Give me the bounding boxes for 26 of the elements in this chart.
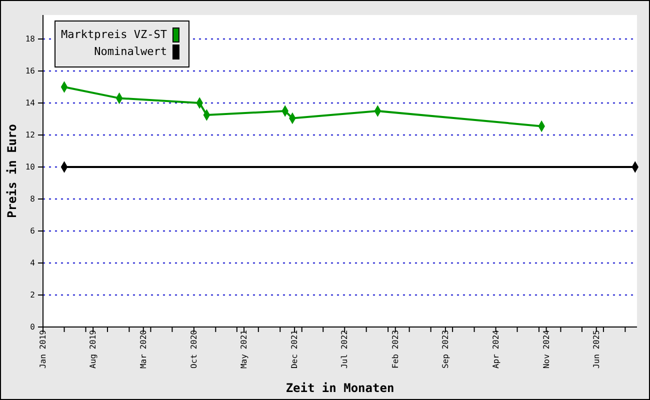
x-tick-label: Jun 2025 (592, 330, 601, 369)
x-tick-label: Aug 2019 (88, 330, 98, 369)
x-tick-label: Jan 2019 (38, 330, 48, 369)
x-tick-label: Apr 2024 (491, 330, 500, 369)
x-axis-title: Zeit in Monaten (286, 381, 394, 395)
y-tick-label: 6 (30, 226, 36, 236)
y-tick-label: 16 (25, 66, 36, 76)
x-tick-label: Feb 2023 (390, 330, 400, 369)
legend-label: Marktpreis VZ-ST (61, 28, 168, 41)
x-tick-label: Jul 2022 (340, 330, 350, 369)
x-tick-label: Dec 2021 (290, 330, 300, 369)
y-tick-label: 4 (30, 258, 36, 268)
y-tick-label: 18 (25, 34, 36, 44)
y-tick-label: 2 (30, 290, 36, 300)
y-tick-label: 8 (30, 194, 36, 204)
legend-label: Nominalwert (94, 45, 167, 58)
x-tick-label: Nov 2024 (542, 330, 551, 369)
x-tick-label: Sep 2023 (441, 330, 450, 369)
y-tick-label: 12 (25, 130, 36, 140)
y-tick-label: 10 (25, 162, 36, 172)
x-tick-label: Oct 2020 (189, 330, 198, 369)
x-tick-label: Mar 2020 (138, 330, 148, 369)
y-tick-label: 14 (25, 98, 36, 108)
y-axis-title: Preis in Euro (5, 124, 19, 218)
x-tick-label: May 2021 (240, 330, 249, 369)
y-tick-label: 0 (30, 322, 36, 332)
